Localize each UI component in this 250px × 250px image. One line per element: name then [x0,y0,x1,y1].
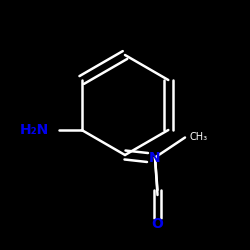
Text: O: O [152,218,164,232]
Text: CH₃: CH₃ [190,132,208,142]
Text: N: N [149,150,161,164]
Text: H₂N: H₂N [20,123,49,137]
